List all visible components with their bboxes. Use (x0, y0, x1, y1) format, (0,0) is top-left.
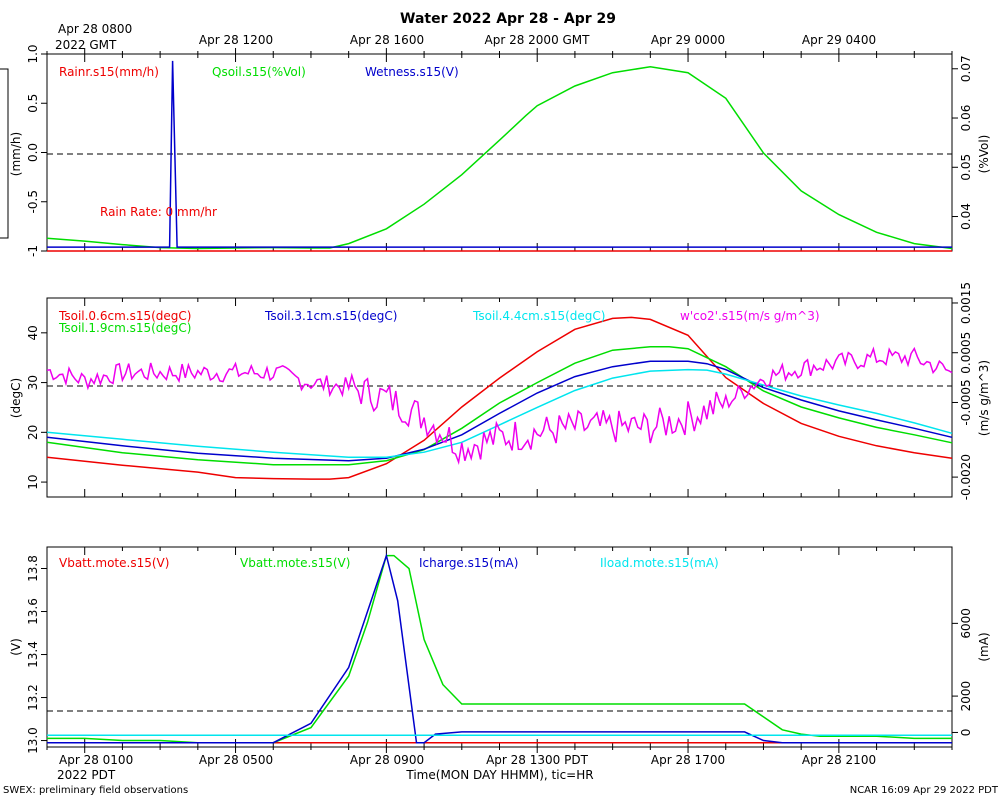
bottom-axis-first-label-year: 2022 PDT (57, 768, 116, 782)
rain-rate-annotation: Rain Rate: 0 mm/hr (100, 205, 217, 219)
y-tick-label-right: 0.06 (959, 105, 973, 132)
bottom-axis-label: Apr 28 1300 PDT (486, 753, 588, 767)
panel-water: -1 -0.5 0.0 0.5 1.0 0.04 0.05 0.06 0.07 (mm/h) (… (9, 44, 991, 257)
legend-iload: Iload.mote.s15(mA) (600, 556, 719, 570)
y-tick-label-left: -1 (26, 245, 40, 257)
y-tick-label-right: 0.0005 (959, 332, 973, 374)
series-line-green (46, 346, 953, 466)
series-line-red (46, 316, 953, 480)
y-tick-label-left: 40 (26, 325, 40, 340)
top-axis-label: Apr 28 1600 (350, 33, 424, 47)
legend-vbatt-green: Vbatt.mote.s15(V) (240, 556, 350, 570)
y-tick-label-right: 2000 (959, 681, 973, 712)
y-tick-label-left: -0.5 (26, 190, 40, 213)
y-tick-label-left: 13.2 (26, 684, 40, 711)
panel-water-left-axis-label: (mm/h) (9, 132, 23, 176)
panel-power-right-axis-label: (mA) (977, 632, 991, 661)
top-axis-label: Apr 28 1200 (199, 33, 273, 47)
y-tick-label-left: 30 (26, 375, 40, 390)
y-tick-label-left: 13.0 (26, 727, 40, 754)
panel-power: 13.0 13.2 13.4 13.6 13.8 0 2000 6000 (V) (mA) V… (9, 546, 991, 754)
y-tick-label-left: 20 (26, 425, 40, 440)
bottom-axis-label: Apr 28 0500 (199, 753, 273, 767)
legend-tsoil-1-9: Tsoil.1.9cm.s15(degC) (58, 321, 192, 335)
top-axis-first-label-year: 2022 GMT (55, 38, 117, 52)
y-tick-label-right: 0.05 (959, 154, 973, 181)
top-axis-first-label: Apr 28 0800 (58, 22, 132, 36)
y-tick-label-left: 13.4 (26, 641, 40, 668)
y-tick-label-right: -0.0005 (959, 379, 973, 425)
y-tick-label-right: -0.0020 (959, 454, 973, 500)
series-line-green (47, 554, 952, 744)
series-line-blue (47, 60, 952, 248)
legend-tsoil-0-6: Tsoil.0.6cm.s15(degC) (58, 309, 192, 323)
panel-water-right-axis-label: (%Vol) (977, 135, 991, 174)
y-tick-label-left: 13.6 (26, 598, 40, 625)
panel-water-frame (46, 53, 953, 252)
series-line-magenta (46, 346, 953, 465)
panel-soil-temperature: 10 20 30 40 -0.0020 -0.0005 0.0005 0.0015 (degC… (9, 282, 991, 500)
legend-rainr: Rainr.s15(mm/h) (59, 65, 159, 79)
y-tick-label-right: 0 (959, 729, 973, 737)
legend-qsoil: Qsoil.s15(%Vol) (212, 65, 306, 79)
bottom-axis-label: Apr 28 2100 (802, 753, 876, 767)
y-tick-label-right: 0.04 (959, 203, 973, 230)
y-tick-label-left: 0.0 (26, 143, 40, 162)
y-tick-label-left: 10 (26, 474, 40, 489)
bottom-axis-label: Apr 28 0900 (350, 753, 424, 767)
side-bracket (0, 68, 9, 239)
top-axis-label: Apr 29 0000 (651, 33, 725, 47)
bottom-axis-label: Apr 28 1700 (651, 753, 725, 767)
x-axis-title: Time(MON DAY HHMM), tic=HR (405, 768, 593, 782)
y-tick-label-right: 0.07 (959, 55, 973, 82)
series-line-green (46, 66, 953, 250)
series-line-blue (47, 552, 952, 744)
bottom-axis-first-label: Apr 28 0100 (59, 753, 133, 767)
y-tick-label-right: 0.0015 (959, 282, 973, 324)
legend-tsoil-3-1: Tsoil.3.1cm.s15(degC) (264, 309, 398, 323)
legend-wetness: Wetness.s15(V) (365, 65, 459, 79)
top-axis-label: Apr 29 0400 (802, 33, 876, 47)
y-tick-label-left: 13.8 (26, 555, 40, 582)
top-axis-label: Apr 28 2000 GMT (485, 33, 591, 47)
panel-soil-left-axis-label: (degC) (9, 378, 23, 418)
legend-vbatt-red: Vbatt.mote.s15(V) (59, 556, 169, 570)
series-line-blue (46, 360, 953, 462)
y-tick-label-left: 1.0 (26, 44, 40, 63)
legend-tsoil-4-4: Tsoil.4.4cm.s15(degC) (472, 309, 606, 323)
panel-power-left-axis-label: (V) (9, 638, 23, 656)
panel-power-frame (46, 546, 953, 748)
panel-soil-right-axis-label: (m/s g/m^3) (977, 360, 991, 436)
footer-left: SWEX: preliminary field observations (3, 785, 188, 796)
footer-right: NCAR 16:09 Apr 29 2022 PDT (850, 785, 999, 796)
legend-icharge: Icharge.s15(mA) (419, 556, 518, 570)
y-tick-label-right: 6000 (959, 608, 973, 639)
series-line-cyan (46, 368, 953, 458)
chart-title: Water 2022 Apr 28 - Apr 29 (400, 11, 616, 27)
y-tick-label-left: 0.5 (26, 94, 40, 113)
legend-wco2: w'co2'.s15(m/s g/m^3) (680, 309, 820, 323)
